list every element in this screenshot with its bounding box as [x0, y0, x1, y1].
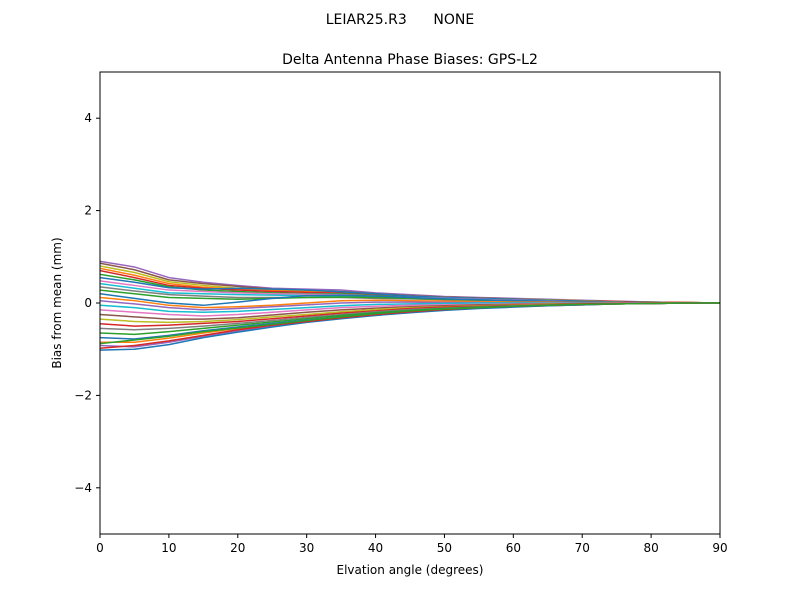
x-tick-label: 10 [161, 541, 176, 555]
y-tick-label: −2 [74, 388, 92, 402]
y-tick-label: 0 [84, 296, 92, 310]
x-tick-label: 20 [230, 541, 245, 555]
y-tick-label: −4 [74, 481, 92, 495]
x-axis: 0 10 20 30 40 50 60 70 80 90 [96, 534, 728, 555]
x-tick-label: 70 [575, 541, 590, 555]
y-axis-label: Bias from mean (mm) [50, 237, 64, 368]
chart-title: Delta Antenna Phase Biases: GPS-L2 [282, 52, 538, 68]
series-line-26 [100, 302, 720, 345]
x-tick-label: 40 [368, 541, 383, 555]
y-tick-label: 4 [84, 111, 92, 125]
x-tick-label: 30 [299, 541, 314, 555]
x-tick-label: 50 [437, 541, 452, 555]
x-tick-label: 80 [643, 541, 658, 555]
x-tick-label: 0 [96, 541, 104, 555]
series-layer [100, 260, 720, 351]
y-tick-label: 2 [84, 204, 92, 218]
y-axis: −4 −2 0 2 4 [74, 111, 100, 495]
x-axis-label: Elvation angle (degrees) [337, 563, 484, 577]
chart-suptitle: LEIAR25.R3 NONE [326, 12, 475, 28]
x-tick-label: 90 [712, 541, 727, 555]
x-tick-label: 60 [506, 541, 521, 555]
